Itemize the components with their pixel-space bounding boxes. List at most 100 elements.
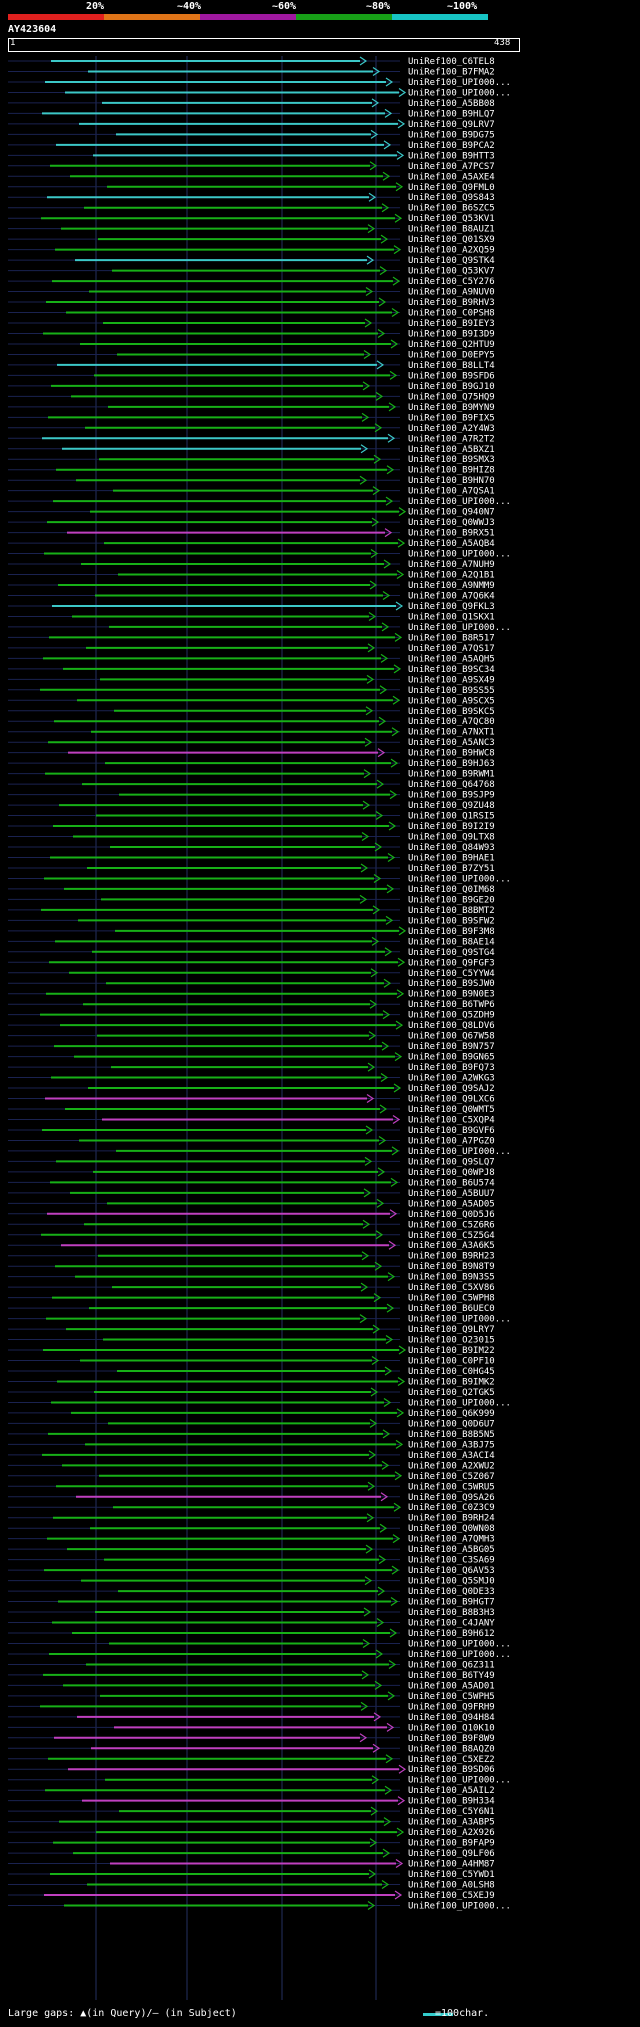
hit-label[interactable]: UniRef100_A5BUU7 <box>408 1189 495 1199</box>
hit-row[interactable]: UniRef100_A2XWU2 <box>8 1460 495 1471</box>
hit-label[interactable]: UniRef100_B9HGT7 <box>408 1598 495 1608</box>
hit-row[interactable]: UniRef100_A7NUH9 <box>8 559 495 570</box>
hit-label[interactable]: UniRef100_A4HM87 <box>408 1860 495 1870</box>
hit-label[interactable]: UniRef100_B8B3H3 <box>408 1608 495 1618</box>
hit-row[interactable]: UniRef100_C4JANY <box>8 1618 495 1629</box>
hit-label[interactable]: UniRef100_UPI000... <box>408 78 511 88</box>
hit-label[interactable]: UniRef100_B9HIZ8 <box>408 466 495 476</box>
hit-row[interactable]: UniRef100_B9GE20 <box>8 894 495 905</box>
hit-label[interactable]: UniRef100_A7R2T2 <box>408 434 495 444</box>
hit-row[interactable]: UniRef100_Q9SA26 <box>8 1492 495 1503</box>
hit-label[interactable]: UniRef100_Q5ZDH9 <box>408 1011 495 1021</box>
hit-label[interactable]: UniRef100_Q75HQ9 <box>408 392 495 402</box>
hit-row[interactable]: UniRef100_Q0D5J6 <box>8 1209 495 1220</box>
hit-label[interactable]: UniRef100_Q84W93 <box>408 843 495 853</box>
hit-row[interactable]: UniRef100_A2Y4W3 <box>8 423 495 434</box>
hit-row[interactable]: UniRef100_UPI000... <box>8 873 511 884</box>
hit-row[interactable]: UniRef100_Q6AV53 <box>8 1565 495 1576</box>
hit-label[interactable]: UniRef100_C5Z6R6 <box>408 1220 495 1230</box>
hit-label[interactable]: UniRef100_B9SFW2 <box>408 916 495 926</box>
hit-row[interactable]: UniRef100_C0PF10 <box>8 1356 495 1367</box>
hit-label[interactable]: UniRef100_B8AUZ1 <box>408 225 495 235</box>
hit-label[interactable]: UniRef100_Q9S843 <box>408 193 495 203</box>
hit-row[interactable]: UniRef100_A2WKG3 <box>8 1073 495 1084</box>
hit-label[interactable]: UniRef100_B8LLT4 <box>408 361 495 371</box>
hit-row[interactable]: UniRef100_B9GVF6 <box>8 1125 495 1136</box>
hit-label[interactable]: UniRef100_UPI000... <box>408 1315 511 1325</box>
hit-row[interactable]: UniRef100_B9HJ63 <box>8 758 495 769</box>
hit-label[interactable]: UniRef100_C5WPH5 <box>408 1692 495 1702</box>
hit-row[interactable]: UniRef100_A5ANC3 <box>8 737 495 748</box>
hit-label[interactable]: UniRef100_B9SJP9 <box>408 791 495 801</box>
hit-row[interactable]: UniRef100_A5AXE4 <box>8 171 495 182</box>
hit-row[interactable]: UniRef100_A3A6K5 <box>8 1240 495 1251</box>
hit-label[interactable]: UniRef100_B9HJ63 <box>408 759 495 769</box>
hit-label[interactable]: UniRef100_Q9LXC6 <box>408 1095 495 1105</box>
hit-label[interactable]: UniRef100_B9I3D9 <box>408 329 495 339</box>
hit-row[interactable]: UniRef100_Q84W93 <box>8 842 495 853</box>
hit-label[interactable]: UniRef100_C5WRU5 <box>408 1482 495 1492</box>
hit-row[interactable]: UniRef100_B9HGT7 <box>8 1597 495 1608</box>
hit-row[interactable]: UniRef100_Q0WWJ3 <box>8 517 495 528</box>
hit-row[interactable]: UniRef100_A7QC80 <box>8 716 495 727</box>
hit-label[interactable]: UniRef100_C5XV86 <box>408 1283 495 1293</box>
hit-label[interactable]: UniRef100_B9IM22 <box>408 1346 495 1356</box>
hit-row[interactable]: UniRef100_B9SMX3 <box>8 454 495 465</box>
hit-row[interactable]: UniRef100_B9N3S5 <box>8 1272 495 1283</box>
hit-row[interactable]: UniRef100_B9RX51 <box>8 528 495 539</box>
hit-row[interactable]: UniRef100_B9SFW2 <box>8 915 495 926</box>
hit-label[interactable]: UniRef100_Q94H84 <box>408 1713 495 1723</box>
hit-row[interactable]: UniRef100_Q0WMT5 <box>8 1104 495 1115</box>
hit-row[interactable]: UniRef100_UPI000... <box>8 549 511 560</box>
hit-label[interactable]: UniRef100_A3BJ75 <box>408 1440 495 1450</box>
hit-row[interactable]: UniRef100_C5WPH5 <box>8 1691 495 1702</box>
hit-row[interactable]: UniRef100_B9N8T9 <box>8 1261 495 1272</box>
hit-row[interactable]: UniRef100_B6U574 <box>8 1177 495 1188</box>
hit-row[interactable]: UniRef100_B9SS55 <box>8 685 495 696</box>
hit-row[interactable]: UniRef100_C5XEJ9 <box>8 1890 495 1901</box>
hit-row[interactable]: UniRef100_A2X926 <box>8 1827 495 1838</box>
hit-label[interactable]: UniRef100_B9FQ73 <box>408 1063 495 1073</box>
hit-label[interactable]: UniRef100_C3SA69 <box>408 1556 495 1566</box>
hit-label[interactable]: UniRef100_B9SS55 <box>408 686 495 696</box>
hit-row[interactable]: UniRef100_Q1RSI5 <box>8 811 495 822</box>
hit-row[interactable]: UniRef100_A2XQ59 <box>8 245 495 256</box>
hit-row[interactable]: UniRef100_A5AD05 <box>8 1198 495 1209</box>
hit-label[interactable]: UniRef100_B9PCA2 <box>408 141 495 151</box>
hit-row[interactable]: UniRef100_B8R517 <box>8 632 495 643</box>
hit-row[interactable]: UniRef100_B8B3H3 <box>8 1607 495 1618</box>
hit-label[interactable]: UniRef100_B9IEY3 <box>408 319 495 329</box>
hit-row[interactable]: UniRef100_D0EPY5 <box>8 349 495 360</box>
hit-row[interactable]: UniRef100_A5AQH5 <box>8 653 495 664</box>
hit-row[interactable]: UniRef100_B9HAE1 <box>8 852 495 863</box>
hit-row[interactable]: UniRef100_A9NUV0 <box>8 287 495 298</box>
hit-row[interactable]: UniRef100_B6TY49 <box>8 1670 495 1681</box>
hit-row[interactable]: UniRef100_Q9STG4 <box>8 947 495 958</box>
hit-row[interactable]: UniRef100_UPI000... <box>8 1146 511 1157</box>
hit-row[interactable]: UniRef100_A7QSA1 <box>8 486 495 497</box>
hit-row[interactable]: UniRef100_UPI000... <box>8 1314 511 1325</box>
hit-row[interactable]: UniRef100_Q9LRV7 <box>8 119 495 130</box>
hit-label[interactable]: UniRef100_B9N8T9 <box>408 1262 495 1272</box>
hit-row[interactable]: UniRef100_A9NMM9 <box>8 580 495 591</box>
hit-label[interactable]: UniRef100_Q01SX9 <box>408 235 495 245</box>
hit-label[interactable]: UniRef100_A9NMM9 <box>408 581 495 591</box>
hit-label[interactable]: UniRef100_A7QS17 <box>408 644 495 654</box>
hit-row[interactable]: UniRef100_B9RH24 <box>8 1513 495 1524</box>
hit-row[interactable]: UniRef100_A4HM87 <box>8 1859 495 1870</box>
hit-label[interactable]: UniRef100_B9FIX5 <box>408 413 495 423</box>
hit-row[interactable]: UniRef100_B9HIZ8 <box>8 465 495 476</box>
hit-row[interactable]: UniRef100_B9MYN9 <box>8 402 495 413</box>
hit-row[interactable]: UniRef100_B8AE14 <box>8 936 495 947</box>
hit-label[interactable]: UniRef100_A5AD05 <box>408 1199 495 1209</box>
hit-row[interactable]: UniRef100_B9HWC8 <box>8 748 495 759</box>
hit-label[interactable]: UniRef100_C0PSH8 <box>408 309 495 319</box>
hit-label[interactable]: UniRef100_Q0D6U7 <box>408 1419 495 1429</box>
hit-label[interactable]: UniRef100_Q2TGK5 <box>408 1388 495 1398</box>
hit-row[interactable]: UniRef100_Q53KV7 <box>8 266 495 277</box>
hit-label[interactable]: UniRef100_A5AQH5 <box>408 654 495 664</box>
hit-row[interactable]: UniRef100_Q9FKL3 <box>8 601 495 612</box>
hit-label[interactable]: UniRef100_A7QMH3 <box>408 1535 495 1545</box>
hit-row[interactable]: UniRef100_Q9ZU48 <box>8 800 495 811</box>
hit-row[interactable]: UniRef100_B9IMK2 <box>8 1376 495 1387</box>
